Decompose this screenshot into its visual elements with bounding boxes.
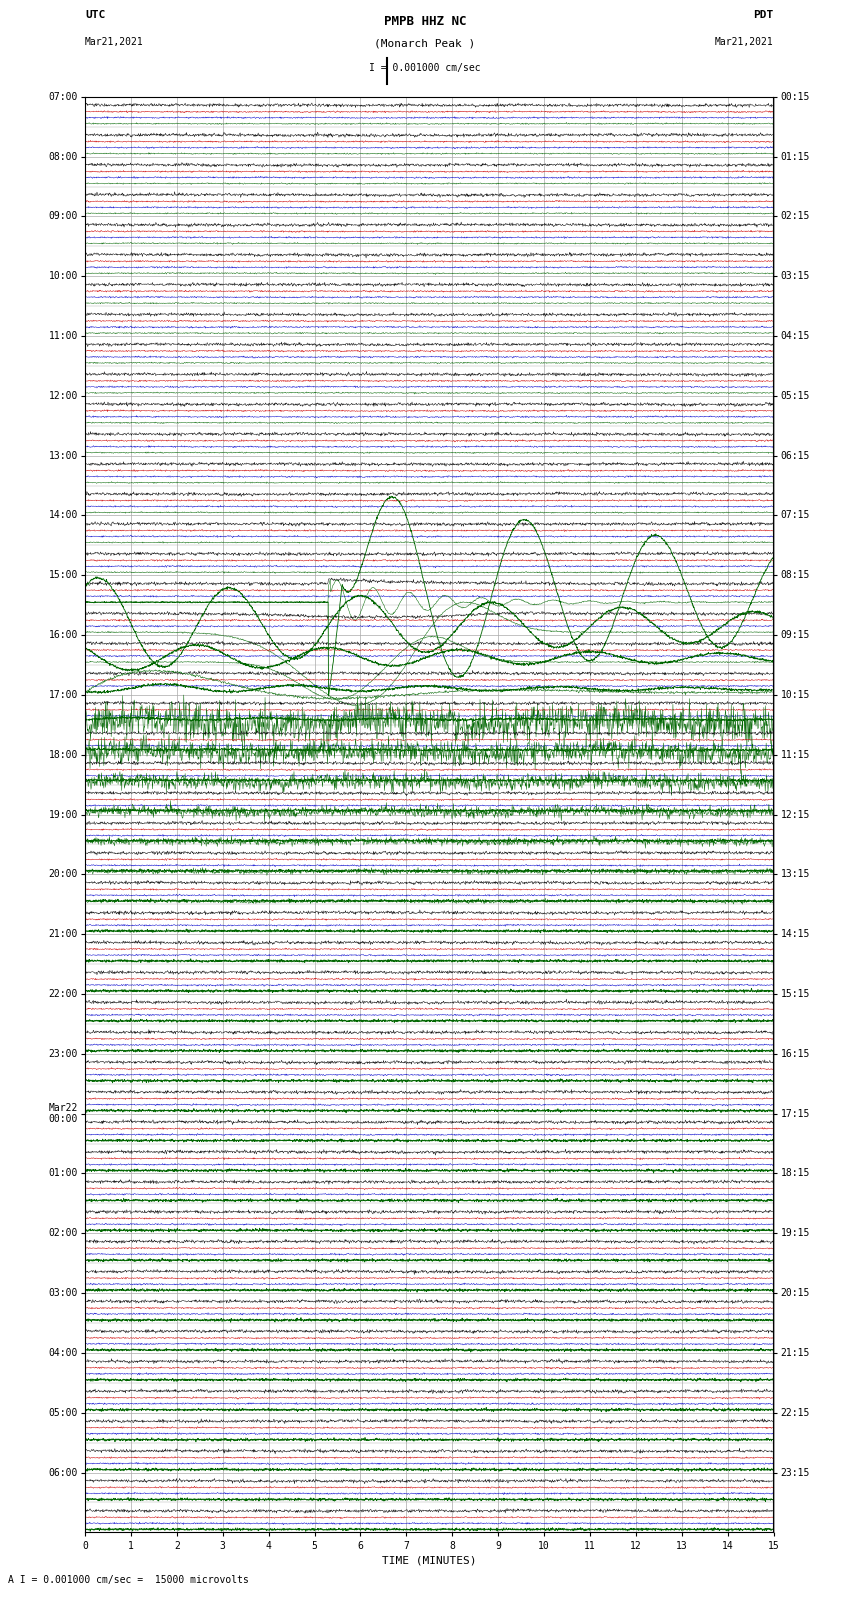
Text: PDT: PDT (753, 10, 774, 19)
Text: PMPB HHZ NC: PMPB HHZ NC (383, 15, 467, 27)
Text: I = 0.001000 cm/sec: I = 0.001000 cm/sec (369, 63, 481, 73)
Text: (Monarch Peak ): (Monarch Peak ) (374, 39, 476, 48)
Text: Mar21,2021: Mar21,2021 (715, 37, 774, 47)
Text: UTC: UTC (85, 10, 105, 19)
X-axis label: TIME (MINUTES): TIME (MINUTES) (382, 1555, 477, 1566)
Text: A I = 0.001000 cm/sec =  15000 microvolts: A I = 0.001000 cm/sec = 15000 microvolts (8, 1574, 249, 1584)
Text: Mar21,2021: Mar21,2021 (85, 37, 144, 47)
